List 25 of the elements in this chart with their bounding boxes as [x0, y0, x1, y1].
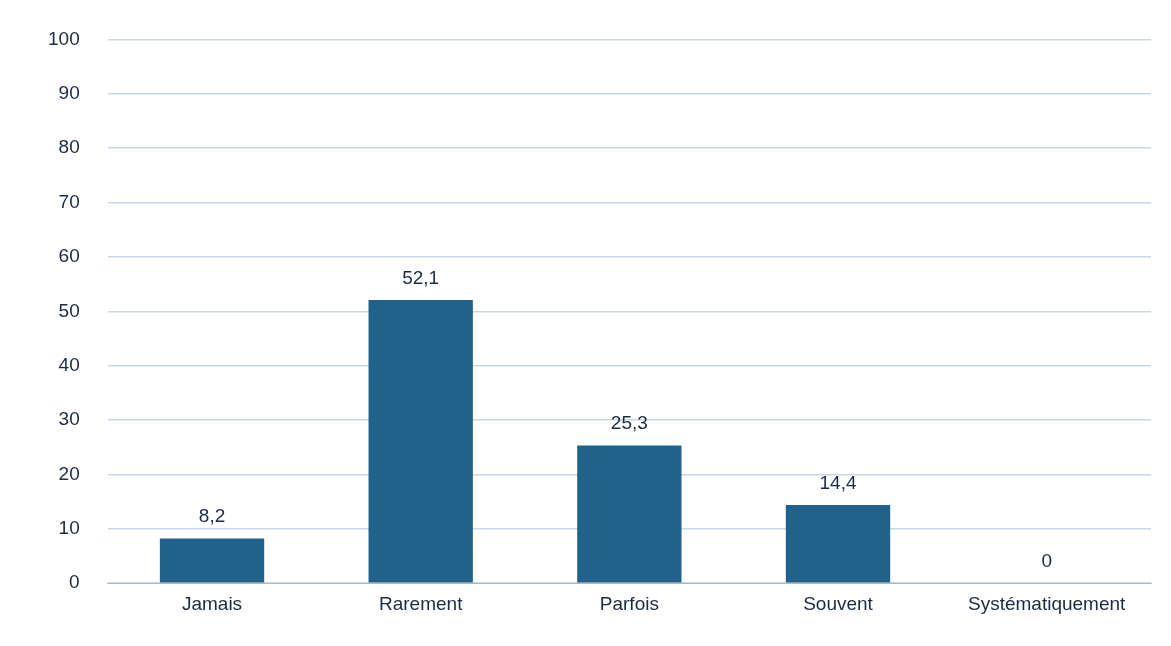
y-tick-label: 70: [58, 190, 80, 212]
y-tick-label: 90: [58, 82, 80, 104]
y-tick-label: 60: [58, 245, 80, 267]
x-tick-label: Jamais: [181, 592, 243, 614]
bar: [577, 445, 682, 583]
data-label: 14,4: [819, 471, 857, 493]
bar: [159, 538, 265, 583]
x-tick-label: Parfois: [599, 592, 659, 614]
y-tick-label: 20: [58, 462, 80, 484]
data-label: 8,2: [198, 505, 226, 527]
x-tick-label: Souvent: [803, 592, 874, 614]
y-tick-label: 30: [58, 408, 80, 430]
data-label: 52,1: [402, 266, 440, 288]
y-tick-label: 80: [58, 136, 80, 158]
y-tick-label: 0: [69, 571, 80, 593]
y-tick-label: 40: [58, 353, 80, 375]
data-label: 25,3: [610, 412, 648, 434]
y-tick-label: 50: [58, 299, 80, 321]
y-tick-label: 100: [48, 27, 80, 49]
data-label: 0: [1041, 549, 1052, 571]
bar: [785, 504, 891, 583]
x-tick-label: Rarement: [378, 592, 464, 614]
y-tick-label: 10: [58, 517, 80, 539]
x-tick-label: Systématiquement: [967, 592, 1127, 614]
bar: [368, 299, 473, 583]
